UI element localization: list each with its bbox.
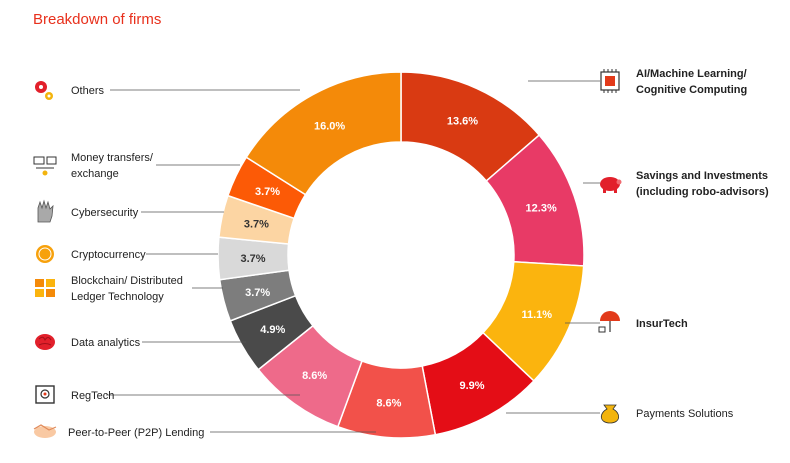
slice-label-others: 16.0% (314, 120, 345, 132)
category-label-insurtech: InsurTech (636, 318, 688, 330)
glove-icon (37, 199, 54, 223)
slice-label-data-analytics: 4.9% (260, 324, 285, 336)
slice-label-money-transfers-exchange: 3.7% (255, 186, 280, 198)
slice-label-payments-solutions: 9.9% (459, 380, 484, 392)
handshake-icon (33, 424, 57, 438)
category-label-savings-and-investments-including-robo-advisors: Savings and Investments (636, 170, 768, 182)
slice-label-blockchain-distributed-ledger-technology: 3.7% (245, 287, 270, 299)
slice-label-insurtech: 11.1% (521, 309, 552, 321)
slice-label-savings-and-investments-including-robo-advisors: 12.3% (526, 202, 557, 214)
safe-icon (35, 385, 55, 404)
blocks-icon (35, 279, 55, 297)
gears-icon (35, 81, 53, 100)
category-label-data-analytics: Data analytics (71, 337, 141, 349)
slice-label-cybersecurity: 3.7% (244, 219, 269, 231)
category-label-ai-machine-learning-cognitive-computing: Cognitive Computing (636, 84, 747, 96)
slice-label-cryptocurrency: 3.7% (240, 253, 265, 265)
slice-label-peer-to-peer-p2p-lending: 8.6% (376, 398, 401, 410)
category-label-payments-solutions: Payments Solutions (636, 408, 734, 420)
slice-others (245, 71, 402, 196)
brain-icon (35, 334, 55, 350)
category-label-cybersecurity: Cybersecurity (71, 207, 139, 219)
slice-label-regtech: 8.6% (302, 370, 327, 382)
slice-label-ai-machine-learning-cognitive-computing: 13.6% (447, 115, 478, 127)
category-label-regtech: RegTech (71, 390, 114, 402)
money-bag-icon (600, 404, 620, 424)
category-label-savings-and-investments-including-robo-advisors: (including robo-advisors) (636, 186, 769, 198)
category-label-ai-machine-learning-cognitive-computing: AI/Machine Learning/ (636, 68, 747, 80)
category-label-others: Others (71, 85, 105, 97)
category-label-blockchain-distributed-ledger-technology: Ledger Technology (71, 291, 164, 303)
category-label-money-transfers-exchange: exchange (71, 168, 119, 180)
cpu-chip-icon (600, 69, 620, 93)
piggy-bank-icon (600, 177, 622, 193)
category-label-cryptocurrency: Cryptocurrency (71, 249, 146, 261)
chart-title: Breakdown of firms (33, 11, 162, 28)
transfer-icon (33, 156, 57, 176)
umbrella-icon (598, 311, 620, 333)
category-label-peer-to-peer-p2p-lending: Peer-to-Peer (P2P) Lending (68, 427, 204, 439)
category-label-money-transfers-exchange: Money transfers/ (71, 152, 154, 164)
coin-icon (36, 245, 54, 263)
category-label-blockchain-distributed-ledger-technology: Blockchain/ Distributed (71, 275, 183, 287)
